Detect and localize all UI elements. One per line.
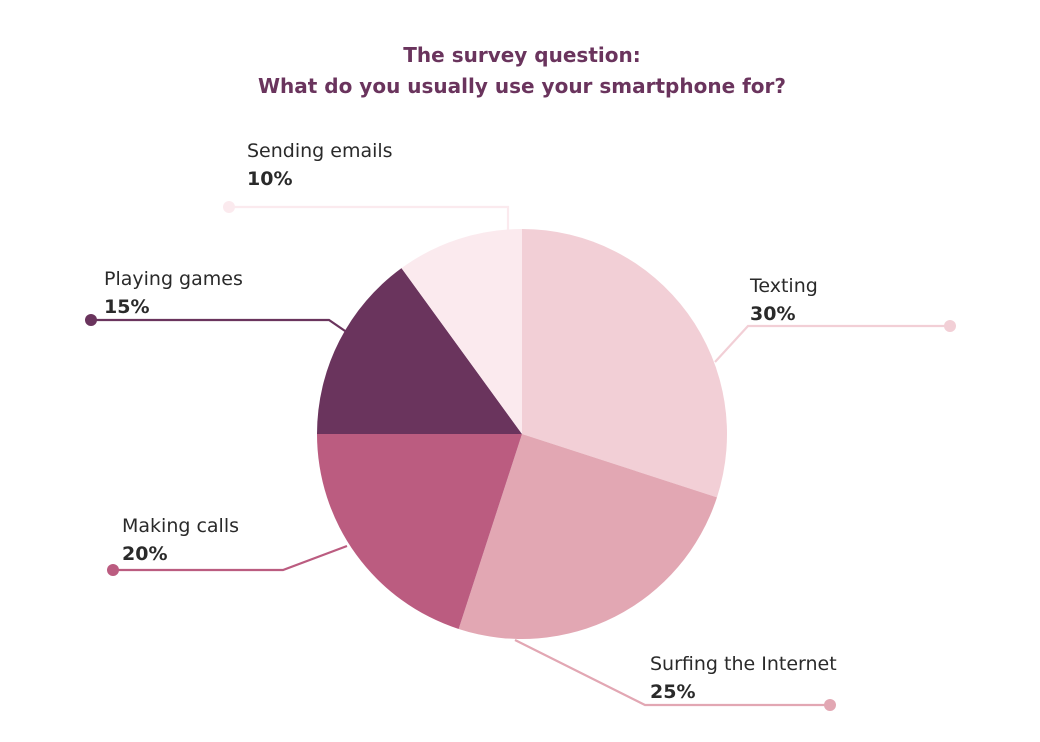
pie-callouts: Texting 30% Surfing the Internet 25% Making … <box>85 140 956 711</box>
slice-label-playing-games: Playing games <box>104 268 243 290</box>
slice-label-texting: Texting <box>749 275 818 297</box>
callout-line-making-calls <box>113 544 348 572</box>
pie-slice-sending-emails <box>401 229 522 434</box>
slice-label-making-calls: Making calls <box>122 515 239 537</box>
slice-value-making-calls: 20% <box>122 543 167 565</box>
slice-label-sending-emails: Sending emails <box>247 140 393 162</box>
pie-slice-texting <box>522 229 728 498</box>
callout-dot-making-calls <box>107 564 119 576</box>
callout-dot-surfing-the-internet <box>824 699 836 711</box>
chart-title-line-1: The survey question: <box>403 43 640 67</box>
callout-line-playing-games <box>91 318 349 334</box>
pie-slice-playing-games <box>317 268 522 434</box>
callout-dot-texting <box>944 320 956 332</box>
callout-dot-playing-games <box>85 314 97 326</box>
callout-dot-sending-emails <box>223 201 235 213</box>
callout-line-surfing-the-internet <box>514 639 830 707</box>
slice-value-surfing-the-internet: 25% <box>650 681 695 703</box>
chart-title-line-2: What do you usually use your smartphone … <box>258 74 786 98</box>
slice-label-surfing-the-internet: Surfing the Internet <box>650 653 837 675</box>
slice-value-playing-games: 15% <box>104 296 149 318</box>
pie-slice-making-calls <box>317 434 522 629</box>
pie-slice-surfing-the-internet <box>458 434 717 640</box>
callout-line-sending-emails <box>229 205 510 232</box>
callout-line-texting <box>714 324 950 363</box>
slice-value-sending-emails: 10% <box>247 168 292 190</box>
pie-slices <box>317 229 728 640</box>
slice-value-texting: 30% <box>750 303 795 325</box>
